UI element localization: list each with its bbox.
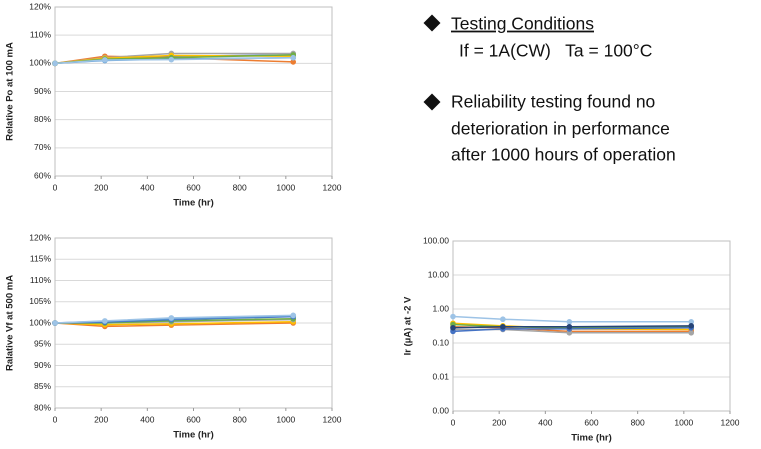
y-tick-label: 10.00 (428, 269, 450, 279)
note-line: deterioration in performance (451, 119, 670, 139)
point (102, 57, 108, 63)
x-tick-label: 600 (584, 417, 598, 427)
point (290, 54, 297, 61)
point (450, 313, 456, 320)
x-tick-label: 800 (233, 414, 247, 424)
x-tick-label: 1000 (276, 182, 295, 192)
y-axis-title: Ralative Vf at 500 mA (5, 275, 16, 371)
x-axis-title: Time (hr) (173, 198, 213, 209)
point (688, 323, 695, 329)
y-tick-label: 80% (34, 114, 51, 124)
y-tick-label: 100% (29, 58, 51, 68)
note-line: Reliability testing found no (451, 92, 655, 112)
heading: Testing Conditions (451, 14, 594, 34)
point (688, 319, 695, 325)
point (290, 312, 297, 319)
series-line (452, 327, 692, 333)
x-tick-label: 800 (233, 182, 247, 192)
series-line (54, 322, 294, 328)
x-tick-label: 600 (186, 182, 200, 192)
x-axis-title: Time (hr) (571, 433, 611, 444)
series-line (452, 315, 692, 323)
point (168, 315, 175, 321)
point (52, 320, 58, 326)
x-tick-label: 0 (53, 182, 58, 192)
y-tick-label: 70% (34, 142, 51, 152)
point (688, 329, 695, 336)
y-tick-label: 0.10 (432, 337, 449, 347)
point (450, 324, 456, 331)
point (500, 316, 506, 323)
x-tick-label: 800 (631, 417, 645, 427)
x-tick-label: 200 (94, 182, 108, 192)
point (566, 329, 573, 336)
y-tick-label: 85% (34, 381, 51, 391)
y-tick-label: 60% (34, 170, 51, 180)
y-axis-title: Ir (µA) at -2 V (403, 296, 414, 355)
point (566, 319, 573, 325)
bullet (423, 14, 441, 32)
point (566, 323, 573, 330)
y-tick-label: 100.00 (423, 235, 449, 245)
y-tick-label: 90% (34, 360, 51, 370)
y-tick-label: 0.00 (432, 405, 449, 415)
note-line: after 1000 hours of operation (451, 145, 676, 165)
x-tick-label: 1000 (674, 417, 693, 427)
x-tick-label: 400 (140, 182, 154, 192)
x-tick-label: 0 (53, 414, 58, 424)
x-tick-label: 200 (94, 414, 108, 424)
y-tick-label: 1.00 (432, 303, 449, 313)
x-tick-label: 1200 (323, 182, 342, 192)
x-tick-label: 1200 (323, 414, 342, 424)
y-tick-label: 80% (34, 402, 51, 412)
x-tick-label: 1000 (276, 414, 295, 424)
y-tick-label: 110% (30, 29, 52, 39)
point (52, 60, 58, 67)
y-axis-title: Relative Po at 100 mA (5, 42, 16, 141)
series-line (452, 325, 692, 329)
series-line (54, 314, 294, 324)
y-tick-label: 115% (30, 254, 52, 264)
x-tick-label: 400 (140, 414, 154, 424)
series-line (54, 320, 294, 326)
y-tick-label: 0.01 (432, 371, 449, 381)
series-line (54, 56, 294, 65)
point (102, 318, 108, 324)
x-tick-label: 400 (538, 417, 552, 427)
x-tick-label: 200 (492, 417, 506, 427)
y-tick-label: 120% (29, 1, 51, 11)
y-tick-label: 95% (34, 339, 51, 349)
y-tick-label: 120% (29, 232, 51, 242)
x-tick-label: 1200 (721, 417, 740, 427)
x-axis-title: Time (hr) (173, 430, 213, 441)
x-tick-label: 0 (451, 417, 456, 427)
y-tick-label: 110% (30, 275, 52, 285)
x-tick-label: 600 (186, 414, 200, 424)
point (168, 56, 175, 63)
point (500, 323, 506, 330)
bullet (423, 93, 441, 111)
y-tick-label: 105% (29, 296, 51, 306)
y-tick-label: 100% (29, 317, 51, 327)
y-tick-label: 90% (34, 86, 51, 96)
point (290, 59, 297, 65)
conditions: If = 1A(CW) Ta = 100°C (459, 41, 652, 61)
